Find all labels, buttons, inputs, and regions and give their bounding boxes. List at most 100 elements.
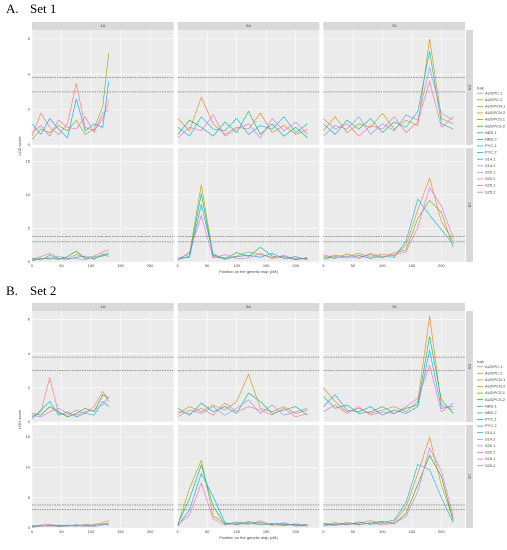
y-tick-label: 0 bbox=[28, 525, 31, 530]
lod-line bbox=[31, 81, 109, 139]
legend-label: S20.2 bbox=[485, 450, 496, 455]
y-tick-label: 2 bbox=[28, 107, 31, 112]
x-tick-label: 50 bbox=[59, 263, 64, 268]
lod-line bbox=[31, 377, 109, 418]
facet-strip bbox=[323, 22, 465, 30]
panel bbox=[323, 30, 465, 145]
lod-line bbox=[31, 394, 109, 418]
legend-label: NBS.2 bbox=[485, 136, 497, 141]
y-tick-label: 15 bbox=[26, 434, 31, 439]
x-tick-label: 100 bbox=[88, 263, 95, 268]
lod-line bbox=[31, 109, 109, 137]
legend-label: NBS.1 bbox=[485, 130, 497, 135]
lod-line bbox=[31, 396, 109, 418]
legend-label: AUDPCN.1 bbox=[485, 377, 506, 382]
x-axis-title: Position on the genetic map (cM) bbox=[219, 269, 278, 274]
lod-line bbox=[177, 402, 308, 418]
lod-line bbox=[323, 336, 454, 414]
x-tick-label: 100 bbox=[233, 529, 240, 534]
legend-label: AUDPCS.2 bbox=[485, 123, 506, 128]
legend-label: PYC.1 bbox=[485, 417, 497, 422]
legend-label: AUDPC.1 bbox=[485, 364, 503, 369]
x-tick-label: 100 bbox=[379, 263, 386, 268]
facet-label: 7A bbox=[392, 23, 397, 28]
legend-label: NBS.2 bbox=[485, 410, 497, 415]
legend-label: S14.2 bbox=[485, 436, 496, 441]
lod-line bbox=[323, 38, 454, 134]
y-axis-title: LOD score bbox=[17, 136, 22, 156]
legend-title: trait bbox=[477, 359, 485, 364]
legend-label: S14.1 bbox=[485, 156, 496, 161]
row-label: DS bbox=[467, 364, 472, 370]
set-title: Set 2 bbox=[30, 283, 56, 298]
legend-label: S20.2 bbox=[485, 176, 496, 181]
facet-label: 3A bbox=[246, 23, 251, 28]
x-tick-label: 50 bbox=[351, 263, 356, 268]
x-tick-label: 150 bbox=[263, 529, 270, 534]
row-label: LB bbox=[467, 474, 472, 479]
set-title: Set 1 bbox=[30, 1, 56, 16]
facet-strip bbox=[177, 303, 320, 311]
legend-label: AUDPCS.1 bbox=[485, 117, 506, 122]
legend-label: S20.1 bbox=[485, 169, 496, 174]
legend-label: S25.1 bbox=[485, 456, 496, 461]
x-tick-label: 200 bbox=[147, 529, 154, 534]
x-tick-label: 200 bbox=[292, 263, 299, 268]
row-strip bbox=[466, 148, 473, 262]
lod-line bbox=[323, 67, 454, 137]
set-label: A. bbox=[6, 1, 19, 16]
x-tick-label: 200 bbox=[438, 263, 445, 268]
facet-label: 3A bbox=[246, 304, 251, 309]
lod-line bbox=[177, 184, 308, 259]
lod-line bbox=[177, 214, 308, 261]
legend-label: NBS.1 bbox=[485, 403, 497, 408]
panel bbox=[323, 148, 465, 262]
x-axis-title: Position on the genetic map (cM) bbox=[219, 535, 278, 540]
row-label: DS bbox=[467, 85, 472, 91]
facet-strip bbox=[32, 22, 174, 30]
legend-label: AUDPC.2 bbox=[485, 370, 503, 375]
legend-label: S25.2 bbox=[485, 189, 496, 194]
panel bbox=[323, 425, 465, 528]
lod-line bbox=[323, 454, 454, 526]
x-tick-label: 50 bbox=[59, 529, 64, 534]
lod-line bbox=[323, 80, 454, 137]
x-tick-label: 0 bbox=[177, 529, 180, 534]
x-tick-label: 200 bbox=[147, 263, 154, 268]
x-tick-label: 150 bbox=[117, 263, 124, 268]
lod-line bbox=[177, 110, 308, 139]
x-tick-label: 0 bbox=[177, 263, 180, 268]
lod-line bbox=[31, 83, 109, 137]
x-tick-label: 0 bbox=[31, 263, 34, 268]
lod-line bbox=[177, 96, 308, 135]
lod-line bbox=[177, 482, 308, 527]
legend-label: PYC.2 bbox=[485, 423, 497, 428]
lod-line bbox=[323, 316, 454, 414]
y-tick-label: 10 bbox=[26, 464, 31, 469]
panel bbox=[32, 30, 174, 145]
row-label: LB bbox=[467, 203, 472, 208]
legend-label: AUDPCN.2 bbox=[485, 384, 506, 389]
lod-line bbox=[177, 464, 308, 527]
x-tick-label: 0 bbox=[322, 529, 325, 534]
row-strip bbox=[466, 425, 473, 528]
legend-label: S14.2 bbox=[485, 163, 496, 168]
lod-line bbox=[323, 364, 454, 416]
facet-strip bbox=[177, 22, 320, 30]
x-tick-label: 50 bbox=[205, 529, 210, 534]
legend-title: trait bbox=[477, 85, 485, 90]
facet-label: 1A bbox=[100, 23, 105, 28]
y-tick-label: 0 bbox=[28, 419, 31, 424]
set-label: B. bbox=[6, 283, 18, 298]
x-tick-label: 0 bbox=[322, 263, 325, 268]
legend-label: S25.2 bbox=[485, 463, 496, 468]
x-tick-label: 150 bbox=[117, 529, 124, 534]
x-tick-label: 50 bbox=[205, 263, 210, 268]
y-tick-label: 10 bbox=[26, 192, 31, 197]
lod-line bbox=[177, 114, 308, 139]
y-tick-label: 6 bbox=[28, 36, 31, 41]
x-tick-label: 150 bbox=[409, 529, 416, 534]
legend-label: AUDPC.2 bbox=[485, 97, 503, 102]
lod-line bbox=[177, 399, 308, 418]
